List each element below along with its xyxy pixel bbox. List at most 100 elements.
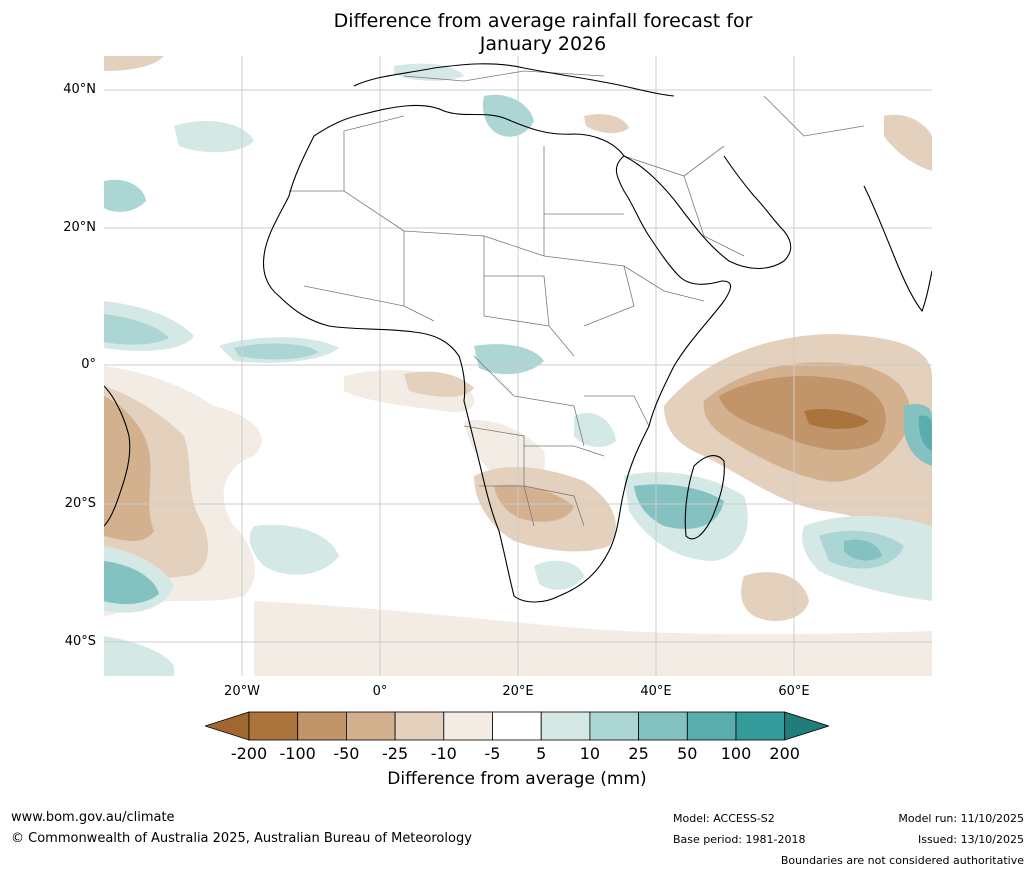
border-tanzania bbox=[584, 395, 650, 427]
colorbar-title: Difference from average (mm) bbox=[387, 769, 647, 789]
wet-north-atlantic-a bbox=[104, 179, 146, 212]
footer-website[interactable]: www.bom.gov.au/climate bbox=[11, 810, 175, 825]
rainfall-anomaly-map bbox=[104, 56, 932, 676]
wet-southwest-corner bbox=[104, 636, 174, 676]
footer-disclaimer: Boundaries are not considered authoritat… bbox=[780, 854, 1024, 867]
colorbar-cell bbox=[540, 711, 591, 741]
wet-mediterranean bbox=[482, 94, 534, 137]
border-botswana bbox=[523, 485, 585, 527]
footer-model: Model: ACCESS-S2 bbox=[673, 812, 775, 825]
coast-africa-southwest bbox=[463, 400, 560, 603]
coast-africa-north bbox=[313, 104, 625, 157]
colorbar-tick-label: 200 bbox=[769, 744, 800, 763]
lon-label-20e: 20°E bbox=[502, 684, 534, 699]
colorbar-tick-label: 25 bbox=[628, 744, 649, 763]
colorbar-cell bbox=[345, 711, 396, 741]
colorbar-tick-label: 100 bbox=[720, 744, 752, 763]
map-panel bbox=[104, 56, 932, 676]
colorbar-extend-high bbox=[784, 711, 829, 741]
dry-indian-ocean-inner bbox=[719, 376, 886, 451]
lat-label-40n: 40°N bbox=[63, 82, 96, 97]
lat-label-equator: 0° bbox=[81, 357, 96, 372]
coast-south-america bbox=[104, 385, 131, 527]
colorbar-cell bbox=[686, 711, 737, 741]
colorbar-cell bbox=[735, 711, 786, 741]
colorbar-tick-label: -10 bbox=[430, 744, 457, 763]
lon-label-40e: 40°E bbox=[640, 684, 672, 699]
coast-arabia bbox=[623, 155, 792, 270]
border-ethiopia bbox=[623, 265, 705, 302]
colorbar-tick-label: -5 bbox=[484, 744, 501, 763]
border-middle-east-2 bbox=[683, 175, 745, 257]
border-europe bbox=[403, 70, 605, 82]
colorbar-tick-label: 10 bbox=[579, 744, 601, 763]
colorbar-tick-label: -50 bbox=[333, 744, 360, 763]
border-iran bbox=[763, 95, 865, 137]
footer-issued: Issued: 13/10/2025 bbox=[917, 833, 1024, 846]
title-line-2: January 2026 bbox=[479, 33, 607, 55]
colorbar-cell bbox=[492, 711, 542, 741]
gridlines bbox=[104, 56, 932, 676]
colorbar-tick-label: -200 bbox=[230, 744, 268, 763]
dry-west-atlantic-core bbox=[104, 396, 154, 541]
border-sahara-2 bbox=[343, 115, 405, 191]
lon-label-60e: 60°E bbox=[778, 684, 810, 699]
dry-anomaly-shading bbox=[104, 56, 932, 676]
footer-copyright: © Commonwealth of Australia 2025, Austra… bbox=[11, 831, 472, 846]
colorbar-tick-label: -100 bbox=[279, 744, 316, 763]
lat-label-40s: 40°S bbox=[64, 634, 96, 649]
lon-label-20w: 20°W bbox=[224, 684, 260, 699]
wet-north-atlantic-b bbox=[174, 121, 254, 153]
wet-far-east-indian-core bbox=[918, 415, 932, 451]
border-sudan bbox=[543, 255, 635, 327]
border-congo bbox=[473, 355, 585, 447]
colorbar-tick-label: -25 bbox=[382, 744, 409, 763]
wet-tropical-atlantic-mid bbox=[234, 343, 319, 360]
colorbar-cell bbox=[638, 711, 688, 741]
title-line-1: Difference from average rainfall forecas… bbox=[333, 10, 753, 32]
chart-title: Difference from average rainfall forecas… bbox=[0, 10, 1035, 56]
dry-south-atlantic-band bbox=[254, 601, 932, 676]
dry-north-atlantic bbox=[104, 56, 164, 71]
colorbar-tick-label: 5 bbox=[536, 744, 547, 763]
border-chad bbox=[484, 275, 550, 327]
colorbar-cell bbox=[297, 711, 347, 741]
coast-madagascar bbox=[684, 455, 725, 540]
dry-indian-ocean-core bbox=[804, 409, 869, 429]
coastlines bbox=[104, 63, 932, 603]
footer-base-period: Base period: 1981-2018 bbox=[673, 833, 806, 846]
border-sahara-1 bbox=[289, 190, 405, 306]
colorbar-cell bbox=[394, 711, 445, 741]
dry-south-indian-patch bbox=[741, 572, 809, 621]
wet-south-atlantic-a-mid bbox=[104, 561, 159, 605]
colorbar-tick-label: 50 bbox=[677, 744, 698, 763]
colorbar-cells bbox=[205, 711, 829, 741]
dry-southern-africa-core bbox=[494, 484, 574, 522]
wet-southern-africa bbox=[534, 560, 584, 590]
lon-label-0: 0° bbox=[372, 684, 388, 699]
border-central-africa bbox=[483, 315, 575, 357]
coast-india bbox=[863, 185, 932, 313]
colorbar-cell bbox=[248, 711, 299, 741]
footer-model-run: Model run: 11/10/2025 bbox=[898, 812, 1024, 825]
dry-north-indian bbox=[884, 114, 932, 171]
colorbar bbox=[205, 711, 829, 741]
border-west-africa bbox=[303, 285, 435, 322]
coast-africa-west bbox=[262, 135, 466, 402]
colorbar-cell bbox=[443, 711, 493, 741]
dry-middle-east bbox=[584, 114, 629, 134]
lat-label-20s: 20°S bbox=[64, 496, 96, 511]
colorbar-extend-low bbox=[205, 711, 250, 741]
country-borders bbox=[289, 70, 865, 527]
wet-south-atlantic-b bbox=[249, 524, 339, 575]
colorbar-cell bbox=[589, 711, 639, 741]
wet-central-africa bbox=[474, 344, 544, 375]
border-zambia bbox=[524, 445, 605, 457]
coast-europe bbox=[353, 63, 675, 97]
dry-gulf-guinea-mid bbox=[404, 371, 474, 397]
lat-label-20n: 20°N bbox=[63, 220, 96, 235]
wet-east-atlantic-mid bbox=[104, 314, 169, 345]
wet-south-indian-core bbox=[844, 539, 882, 561]
coast-africa-southeast bbox=[558, 155, 732, 597]
wet-east-africa-lakes bbox=[574, 412, 616, 448]
